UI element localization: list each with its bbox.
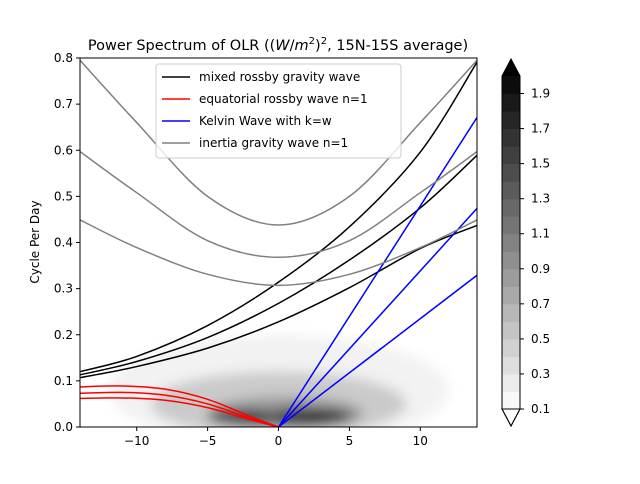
series-line-kelvin-wave-with-k-w <box>277 207 477 427</box>
colorbar-tick-label: 0.7 <box>531 297 550 311</box>
legend-label: mixed rossby gravity wave <box>199 70 360 84</box>
colorbar-segment <box>502 76 520 95</box>
legend-label: inertia gravity wave n=1 <box>199 136 348 150</box>
dispersion-curves <box>80 59 477 427</box>
colorbar-extend-max <box>502 59 520 76</box>
colorbar-tick-label: 1.7 <box>531 122 550 136</box>
series-line-inertia-gravity-wave-n-1 <box>80 59 477 226</box>
colorbar-segment <box>502 198 520 217</box>
colorbar-segment <box>502 128 520 147</box>
legend-label: equatorial rossby wave n=1 <box>199 92 368 106</box>
colorbar-extend-min <box>501 408 521 428</box>
colorbar-tick-label: 0.5 <box>531 332 550 346</box>
y-tick-label: 0.6 <box>54 143 73 157</box>
colorbar-segment <box>502 181 520 200</box>
colorbar-segment <box>502 286 520 305</box>
colorbar-segment <box>502 233 520 252</box>
y-tick-label: 0.0 <box>54 420 73 434</box>
y-tick-label: 0.5 <box>54 189 73 203</box>
colorbar-segment <box>502 146 520 165</box>
colorbar-tick-label: 0.9 <box>531 262 550 276</box>
series-line-equatorial-rossby-wave-n-1 <box>80 391 279 427</box>
colorbar-tick-label: 1.3 <box>531 192 550 206</box>
y-axis-label: Cycle Per Day <box>28 200 42 283</box>
colorbar-segment <box>502 303 520 322</box>
colorbar-tick-label: 1.5 <box>531 157 550 171</box>
colorbar-segment <box>502 251 520 270</box>
y-tick-label: 0.4 <box>54 236 73 250</box>
colorbar-segment <box>502 93 520 112</box>
series-line-kelvin-wave-with-k-w <box>278 274 477 427</box>
y-tick-label: 0.2 <box>54 328 73 342</box>
legend-label: Kelvin Wave with k=w <box>199 114 332 128</box>
colorbar-segment <box>502 373 520 392</box>
x-tick-label: −10 <box>124 434 149 448</box>
y-tick-label: 0.7 <box>54 97 73 111</box>
y-tick-label: 0.3 <box>54 282 73 296</box>
series-line-equatorial-rossby-wave-n-1 <box>80 397 279 427</box>
series-line-mixed-rossby-gravity-wave <box>80 224 477 379</box>
x-tick-label: 5 <box>346 434 354 448</box>
colorbar-segment <box>502 356 520 375</box>
y-tick-label: 0.1 <box>54 374 73 388</box>
chart-title: Power Spectrum of OLR ((W/m2)2, 15N-15S … <box>88 36 468 54</box>
colorbar-tick-label: 1.1 <box>531 227 550 241</box>
series-line-mixed-rossby-gravity-wave <box>80 154 477 376</box>
colorbar-segment <box>502 338 520 357</box>
series-line-mixed-rossby-gravity-wave <box>80 61 477 373</box>
legend-box <box>155 63 402 159</box>
x-tick-label: −5 <box>199 434 217 448</box>
colorbar-segment <box>502 163 520 182</box>
series-line-kelvin-wave-with-k-w <box>277 117 477 427</box>
x-tick-label: 0 <box>275 434 283 448</box>
colorbar-segment <box>502 321 520 340</box>
colorbar-tick-label: 0.3 <box>531 367 550 381</box>
colorbar-segment <box>502 111 520 130</box>
series-line-equatorial-rossby-wave-n-1 <box>80 385 279 427</box>
colorbar-tick-label: 0.1 <box>531 402 550 416</box>
x-tick-label: 10 <box>413 434 428 448</box>
y-tick-label: 0.8 <box>54 51 73 65</box>
colorbar-segment <box>502 391 520 410</box>
power-contour-blob <box>267 409 353 425</box>
legend: mixed rossby gravity wave equatorial ross… <box>155 63 402 159</box>
x-axis: −10 −5 0 5 10 <box>124 427 428 448</box>
colorbar-tick-label: 1.9 <box>531 87 550 101</box>
colorbar-segment <box>502 268 520 287</box>
colorbar-segment <box>502 216 520 235</box>
colorbar: 0.1 0.3 0.5 0.7 0.9 1.1 1.3 1.5 1.7 1.9 <box>501 57 550 428</box>
series-line-inertia-gravity-wave-n-1 <box>80 219 477 287</box>
series-line-inertia-gravity-wave-n-1 <box>80 151 477 259</box>
y-axis: 0.0 0.1 0.2 0.3 0.4 0.5 0.6 0.7 0.8 <box>54 51 80 434</box>
